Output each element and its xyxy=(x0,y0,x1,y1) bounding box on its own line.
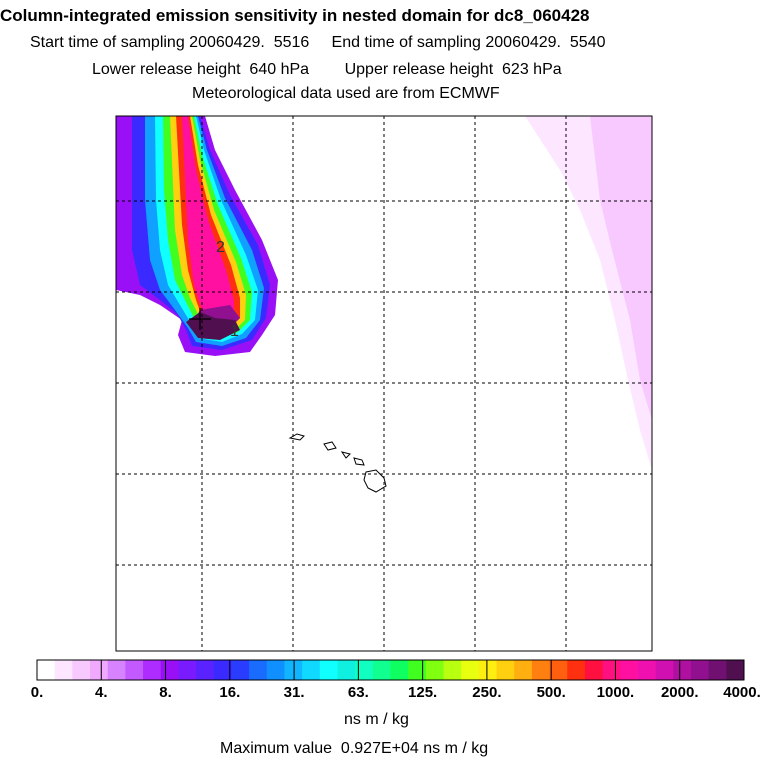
coastline-hawaii xyxy=(288,433,387,493)
color-legend-cell xyxy=(355,660,374,680)
color-legend-tick-label: 125. xyxy=(408,684,438,701)
color-legend-cell xyxy=(249,660,268,680)
color-legend-cell xyxy=(531,660,551,680)
color-legend-cell xyxy=(125,660,144,680)
color-legend-cell xyxy=(549,660,568,680)
color-legend-cell xyxy=(620,660,639,680)
color-legend-cell xyxy=(284,660,303,680)
color-legend-cell xyxy=(637,660,657,680)
color-legend-tick-label: 250. xyxy=(472,684,502,701)
color-legend-cell xyxy=(337,660,356,680)
plume-label-2: 2 xyxy=(216,239,225,256)
color-legend-cell xyxy=(231,660,250,680)
color-legend-cell xyxy=(602,660,621,680)
color-legend-cell xyxy=(54,660,73,680)
sensitivity-plume xyxy=(116,116,652,470)
color-legend-cell xyxy=(72,660,91,680)
color-legend-frame xyxy=(36,659,745,681)
color-legend-cell xyxy=(213,660,232,680)
color-legend-cell xyxy=(425,660,445,680)
color-legend-tick-label: 63. xyxy=(347,684,369,701)
color-legend-tick-label: 4000. xyxy=(723,684,761,701)
color-legend-tick-label: 4. xyxy=(95,684,108,701)
color-legend-cell xyxy=(178,660,197,680)
color-legend-cell xyxy=(584,660,604,680)
color-legend-tick-label: 16. xyxy=(219,684,241,701)
color-legend-dividers xyxy=(100,660,681,680)
color-legend-cell xyxy=(690,660,710,680)
color-legend-tick-label: 500. xyxy=(536,684,566,701)
color-legend-cell xyxy=(302,660,321,680)
map-frame xyxy=(115,115,653,652)
color-legend-cell xyxy=(160,660,179,680)
color-legend-cell xyxy=(514,660,533,680)
color-legend-cell xyxy=(90,660,109,680)
max-value: Maximum value 0.927E+04 ns m / kg xyxy=(220,740,489,757)
color-legend-tick-label: 2000. xyxy=(660,684,699,701)
color-legend-tick-label: 8. xyxy=(159,684,172,701)
color-legend-cell xyxy=(655,660,674,680)
color-legend-cell xyxy=(496,660,515,680)
color-legend-cell xyxy=(266,660,285,680)
color-legend-cell xyxy=(708,660,727,680)
color-legend-cell xyxy=(37,660,56,680)
color-legend-cell xyxy=(408,660,427,680)
color-legend-cell xyxy=(726,660,745,680)
color-legend-tick-label: 0. xyxy=(30,684,44,701)
sampling-times: Start time of sampling 20060429. 5516 En… xyxy=(30,34,606,51)
color-legend-tick-label: 31. xyxy=(283,684,305,701)
colorbar-units: ns m / kg xyxy=(344,711,409,728)
color-legend-cell xyxy=(372,660,391,680)
cross-icon xyxy=(189,308,211,330)
color-legend-cell xyxy=(390,660,409,680)
color-legend-cell xyxy=(673,660,692,680)
plume-label-1: 1 xyxy=(230,323,239,340)
color-legend-cells xyxy=(37,660,745,680)
color-legend-tick-label: 1000. xyxy=(596,684,635,701)
color-legend-cell xyxy=(196,660,215,680)
color-legend-cell xyxy=(567,660,586,680)
color-legend-cell xyxy=(461,660,480,680)
color-legend-cell xyxy=(478,660,498,680)
color-legend-cell xyxy=(319,660,338,680)
map-title: Column-integrated emission sensitivity i… xyxy=(0,6,590,25)
color-legend-cell xyxy=(107,660,126,680)
map-grid xyxy=(116,116,652,651)
color-legend-cell xyxy=(443,660,462,680)
color-legend-cell xyxy=(143,660,162,680)
met-data-source: Meteorological data used are from ECMWF xyxy=(192,85,500,102)
release-heights: Lower release height 640 hPa Upper relea… xyxy=(92,61,562,78)
